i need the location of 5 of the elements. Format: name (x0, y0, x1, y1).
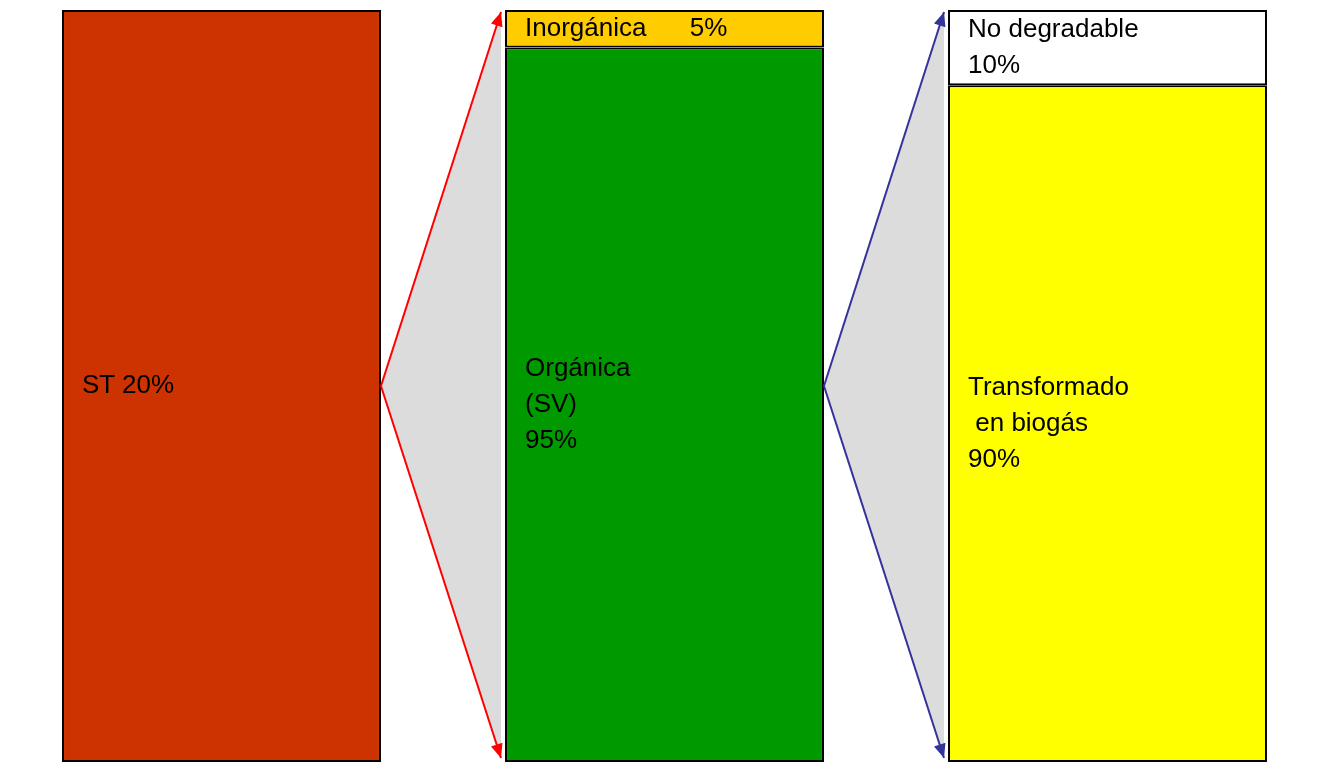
data-label: Orgánica (SV) 95% (525, 351, 632, 454)
annotation: ST 20% (82, 369, 175, 400)
data-label: Transformado en biogás 90% (968, 370, 1129, 473)
data-label: Inorgánica 5% (525, 11, 728, 42)
data-label: No degradable 10% (968, 12, 1139, 79)
